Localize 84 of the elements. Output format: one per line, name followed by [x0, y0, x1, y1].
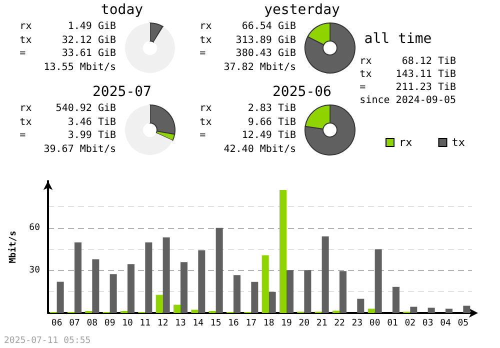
text: = 380.43 GiB — [200, 47, 296, 60]
chart-title: 2025-06 — [272, 84, 332, 100]
bar — [251, 282, 258, 313]
text: rx 66.54 GiB — [200, 20, 296, 34]
bar — [128, 264, 134, 313]
bar — [110, 274, 117, 313]
x-tick-label: 10 — [122, 318, 133, 328]
x-tick-label: 00 — [369, 318, 380, 328]
bar — [92, 259, 100, 313]
x-tick-label: 17 — [246, 318, 257, 328]
x-tick-label: 12 — [157, 318, 168, 328]
x-tick-label: 07 — [69, 318, 80, 328]
text: 2025-07-11 05:55 — [4, 336, 91, 346]
text: = 211.23 TiB — [360, 81, 456, 94]
bar — [162, 237, 170, 313]
text: 13.55 Mbit/s — [42, 60, 116, 74]
x-tick-label: 16 — [228, 318, 239, 328]
bar — [322, 236, 329, 313]
text: tx 9.66 TiB — [200, 116, 296, 129]
text: 42.40 Mbit/s — [222, 142, 296, 156]
text: = 12.49 TiB — [200, 129, 296, 142]
x-tick-label: 08 — [86, 318, 98, 328]
text: tx 3.46 TiB — [20, 116, 116, 129]
bar — [191, 310, 198, 313]
x-tick-label: 19 — [281, 318, 292, 328]
bar — [357, 298, 364, 313]
legend-label: tx — [452, 136, 466, 149]
x-tick-label: 18 — [263, 318, 274, 328]
bar — [262, 255, 269, 313]
y-tick-label: 30 — [29, 265, 40, 276]
bar — [180, 262, 188, 313]
bar — [216, 228, 223, 313]
chart-title: yesterday — [263, 2, 341, 18]
chart-title: 2025-07 — [91, 84, 152, 100]
text: rx 1.49 GiB — [20, 20, 116, 34]
x-tick-label: 22 — [334, 318, 345, 328]
bar — [174, 304, 180, 313]
x-tick-label: 09 — [104, 318, 116, 328]
x-tick-label: 21 — [316, 318, 328, 328]
bar — [268, 292, 276, 313]
x-tick-label: 15 — [210, 318, 222, 328]
text: since 2024-09-05 — [360, 94, 456, 107]
x-tick-label: 14 — [192, 318, 204, 328]
bar — [198, 250, 206, 313]
bar — [392, 286, 400, 313]
text: 39.67 Mbit/s — [42, 142, 116, 156]
bar — [368, 308, 375, 313]
x-tick-label: 23 — [352, 318, 363, 328]
x-tick-label: 06 — [51, 318, 62, 328]
text: tx 32.12 GiB — [20, 34, 116, 47]
bar — [280, 190, 286, 313]
x-tick-label: 03 — [422, 318, 434, 328]
text: all time — [363, 31, 433, 47]
y-axis-title: Mbit/s — [8, 230, 18, 264]
text: = 3.99 TiB — [20, 129, 116, 142]
y-tick-label: 60 — [29, 222, 40, 233]
bar — [446, 308, 452, 313]
bar — [74, 242, 82, 313]
text: = 33.61 GiB — [20, 47, 116, 60]
x-tick-label: 11 — [140, 318, 151, 328]
bar — [145, 242, 152, 313]
x-tick-label: 01 — [387, 318, 398, 328]
bar — [156, 294, 163, 313]
text: tx 143.11 TiB — [360, 68, 456, 81]
x-tick-label: 04 — [440, 318, 451, 328]
bar — [304, 270, 312, 313]
text: 37.82 Mbit/s — [222, 60, 296, 74]
bar — [428, 308, 435, 313]
text: rx 68.12 TiB — [360, 55, 456, 68]
x-tick-label: 20 — [298, 318, 310, 328]
chart-title: today — [100, 2, 144, 18]
text: tx 313.89 GiB — [200, 34, 296, 47]
bar — [234, 275, 240, 313]
bar — [340, 271, 346, 313]
bar — [410, 306, 418, 313]
x-tick-label: 05 — [458, 318, 469, 328]
bar — [374, 249, 382, 313]
x-tick-label: 02 — [404, 318, 416, 328]
legend-label: rx — [399, 136, 413, 149]
bar — [286, 270, 294, 313]
x-tick-label: 13 — [175, 318, 186, 328]
bar — [56, 282, 64, 313]
text: rx 540.92 GiB — [20, 102, 116, 116]
text: rx 2.83 TiB — [200, 102, 296, 116]
